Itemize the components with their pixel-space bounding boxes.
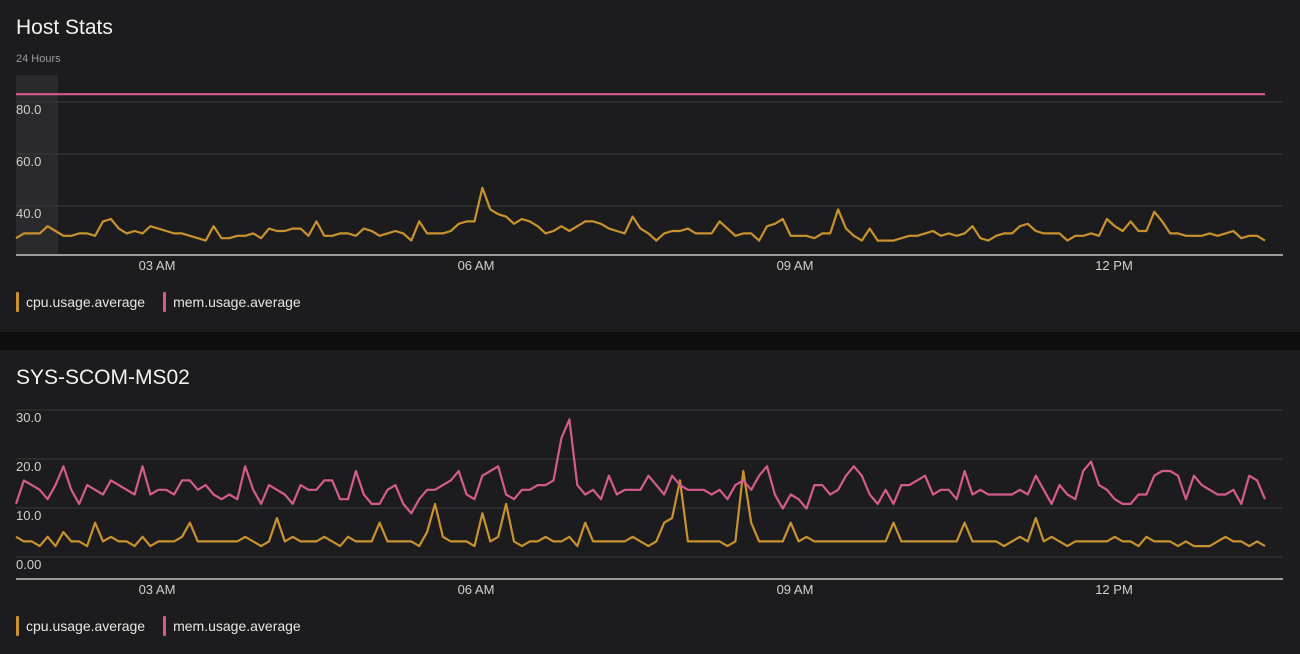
x-tick-label: 09 AM [777,258,814,273]
x-tick-label: 03 AM [139,582,176,597]
cpu-swatch [16,292,19,312]
y-tick-label: 20.0 [16,459,41,474]
x-tick-label: 09 AM [777,582,814,597]
panel-subtitle: 24 Hours [16,53,61,65]
legend-item-mem[interactable]: mem.usage.average [163,616,301,636]
x-tick-label: 06 AM [458,582,495,597]
legend-label-mem: mem.usage.average [173,294,301,310]
legend-item-cpu[interactable]: cpu.usage.average [16,292,145,312]
host-stats-panel: Host Stats 24 Hours 40.0 60.0 80.0 03 AM 06 … [0,0,1300,332]
cpu-swatch [16,616,19,636]
y-tick-label: 60.0 [16,154,41,169]
y-tick-label: 80.0 [16,102,41,117]
series-line-cpu [15,469,1266,548]
panel-title: SYS-SCOM-MS02 [16,366,190,389]
x-tick-label: 12 PM [1095,258,1133,273]
legend-label-cpu: cpu.usage.average [26,618,146,634]
y-tick-label: 10.0 [16,508,41,523]
panel-title: Host Stats [16,16,113,39]
legend: cpu.usage.average mem.usage.average [16,616,301,636]
host-stats-chart[interactable]: 40.0 60.0 80.0 03 AM 06 AM 09 AM 12 PM [0,0,1300,332]
series-line-cpu [15,186,1266,242]
legend-label-mem: mem.usage.average [173,618,301,634]
highlight-band [16,75,58,255]
x-tick-label: 03 AM [139,258,176,273]
y-tick-label: 40.0 [16,206,41,221]
sys-scom-ms02-panel: SYS-SCOM-MS02 0.00 10.0 20.0 30.0 03 AM 06 AM… [0,350,1300,654]
legend-item-cpu[interactable]: cpu.usage.average [16,616,145,636]
x-tick-label: 12 PM [1095,582,1133,597]
sys-scom-ms02-chart[interactable]: 0.00 10.0 20.0 30.0 03 AM 06 AM 09 AM 12 PM [0,350,1300,654]
series-line-mem [14,418,1267,515]
legend: cpu.usage.average mem.usage.average [16,292,301,312]
x-tick-label: 06 AM [458,258,495,273]
y-tick-label: 30.0 [16,410,41,425]
mem-swatch [163,292,167,312]
legend-label-cpu: cpu.usage.average [26,294,146,310]
mem-swatch [163,616,167,636]
y-tick-label: 0.00 [16,557,41,572]
legend-item-mem[interactable]: mem.usage.average [163,292,301,312]
